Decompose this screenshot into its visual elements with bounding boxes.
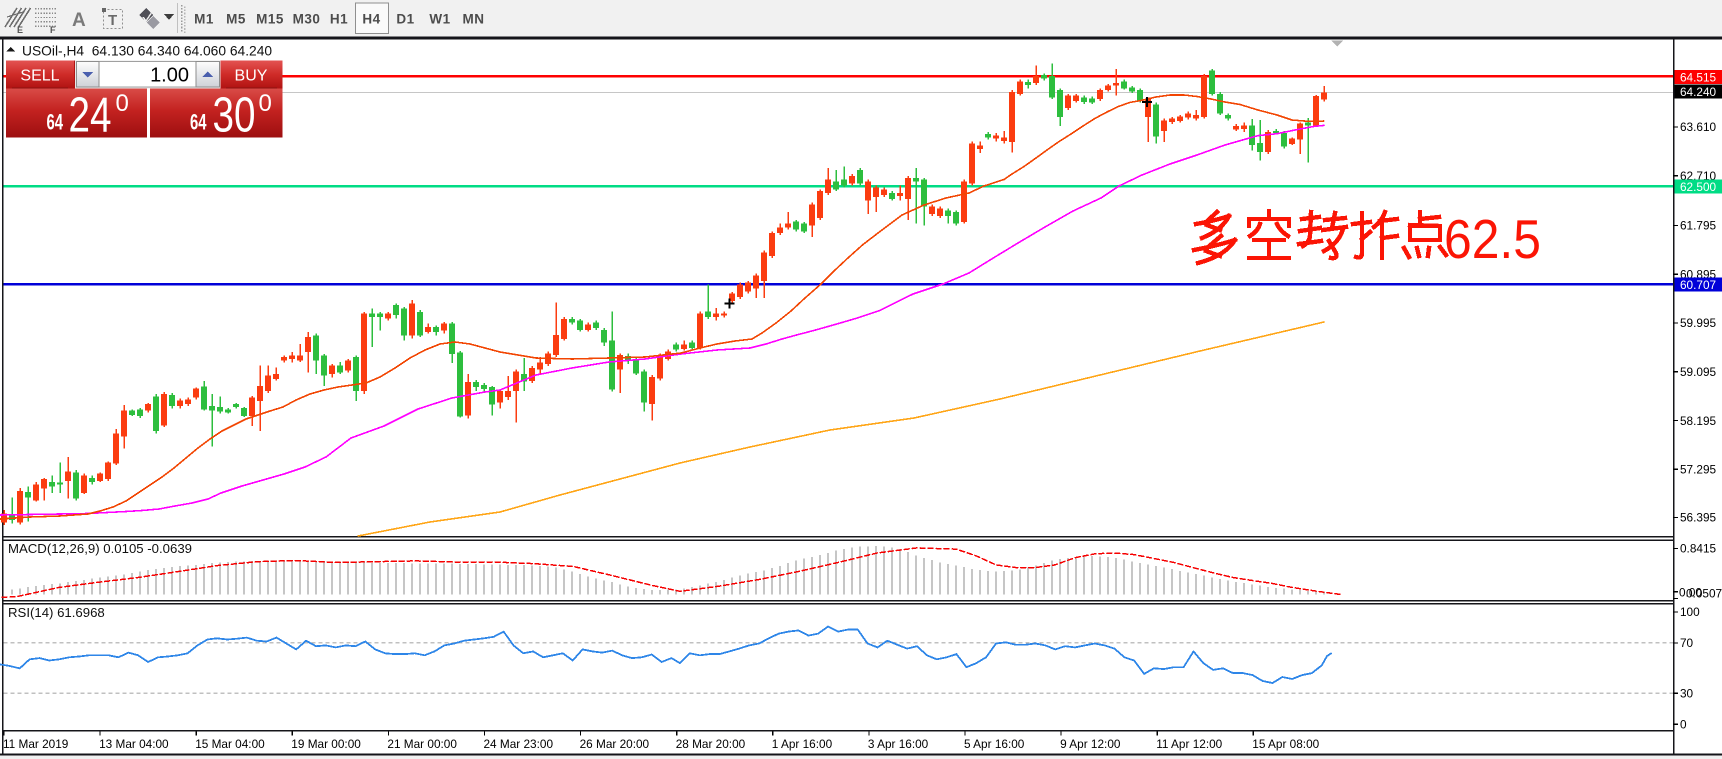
svg-text:RSI(14) 61.6968: RSI(14) 61.6968	[8, 605, 105, 620]
svg-text:M1: M1	[194, 12, 214, 27]
svg-text:13 Mar 04:00: 13 Mar 04:00	[99, 737, 169, 751]
svg-text:11 Mar 2019: 11 Mar 2019	[3, 737, 68, 751]
svg-text:62.500: 62.500	[1680, 180, 1717, 194]
svg-text:0.00: 0.00	[1679, 585, 1702, 599]
svg-text:1 Apr 16:00: 1 Apr 16:00	[772, 737, 833, 751]
svg-text:5 Apr 16:00: 5 Apr 16:00	[964, 737, 1025, 751]
svg-text:MACD(12,26,9) 0.0105 -0.0639: MACD(12,26,9) 0.0105 -0.0639	[8, 541, 192, 556]
svg-text:56.395: 56.395	[1680, 511, 1717, 525]
svg-text:H4: H4	[362, 12, 380, 27]
svg-text:21 Mar 00:00: 21 Mar 00:00	[387, 737, 457, 751]
svg-text:9 Apr 12:00: 9 Apr 12:00	[1060, 737, 1121, 751]
svg-text:58.195: 58.195	[1680, 414, 1717, 428]
svg-text:E: E	[17, 25, 23, 35]
svg-text:30: 30	[213, 89, 256, 143]
svg-text:62.5: 62.5	[1444, 208, 1541, 270]
svg-text:26 Mar 20:00: 26 Mar 20:00	[580, 737, 650, 751]
svg-text:3 Apr 16:00: 3 Apr 16:00	[868, 737, 929, 751]
svg-text:M5: M5	[226, 12, 246, 27]
svg-text:64.240: 64.240	[1680, 85, 1717, 99]
svg-text:W1: W1	[429, 12, 450, 27]
svg-text:24: 24	[69, 89, 112, 143]
svg-text:15 Mar 04:00: 15 Mar 04:00	[195, 737, 265, 751]
svg-text:BUY: BUY	[235, 68, 268, 85]
svg-text:64.515: 64.515	[1680, 71, 1717, 85]
svg-text:30: 30	[1680, 686, 1694, 700]
svg-text:M30: M30	[293, 12, 321, 27]
svg-text:19 Mar 00:00: 19 Mar 00:00	[291, 737, 361, 751]
svg-text:0: 0	[1680, 718, 1687, 732]
svg-text:61.795: 61.795	[1680, 219, 1717, 233]
svg-text:15 Apr 08:00: 15 Apr 08:00	[1252, 737, 1319, 751]
svg-text:A: A	[72, 10, 86, 31]
svg-text:24 Mar 23:00: 24 Mar 23:00	[484, 737, 554, 751]
svg-text:60.707: 60.707	[1680, 278, 1716, 292]
svg-text:11 Apr 12:00: 11 Apr 12:00	[1156, 737, 1222, 751]
svg-text:H1: H1	[330, 12, 348, 27]
svg-text:SELL: SELL	[20, 68, 59, 85]
svg-text:0.0507: 0.0507	[1686, 586, 1722, 600]
svg-text:63.610: 63.610	[1680, 120, 1717, 134]
svg-text:59.995: 59.995	[1680, 316, 1717, 330]
svg-text:M15: M15	[256, 12, 284, 27]
svg-text:0: 0	[259, 90, 272, 117]
svg-text:70: 70	[1680, 636, 1694, 650]
svg-text:62.710: 62.710	[1680, 169, 1717, 183]
svg-text:57.295: 57.295	[1680, 463, 1717, 477]
svg-text:D1: D1	[396, 12, 414, 27]
svg-text:0: 0	[116, 90, 129, 117]
svg-text:28 Mar 20:00: 28 Mar 20:00	[676, 737, 746, 751]
svg-text:64: 64	[190, 110, 207, 135]
svg-text:USOil-,H4 64.130 64.340 64.06: USOil-,H4 64.130 64.340 64.060 64.240	[22, 44, 272, 59]
svg-text:0.8415: 0.8415	[1680, 542, 1717, 556]
svg-text:F: F	[50, 25, 56, 35]
svg-text:100: 100	[1680, 605, 1700, 619]
svg-text:64: 64	[47, 110, 64, 135]
svg-text:59.095: 59.095	[1680, 365, 1717, 379]
svg-text:T: T	[108, 12, 117, 29]
svg-text:1.00: 1.00	[150, 65, 189, 87]
svg-text:MN: MN	[463, 12, 485, 27]
